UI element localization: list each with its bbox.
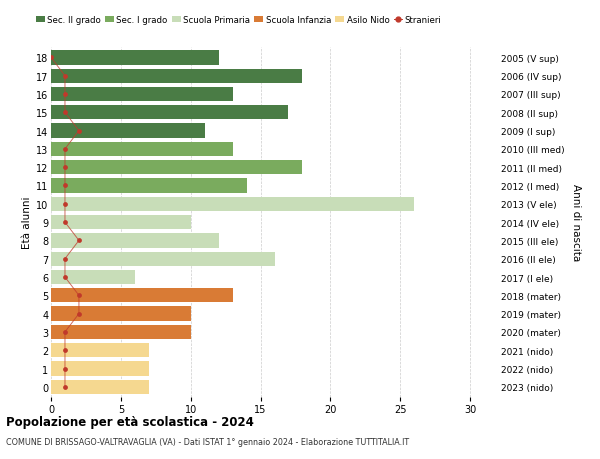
Point bbox=[74, 237, 84, 245]
Point bbox=[60, 347, 70, 354]
Point bbox=[74, 310, 84, 318]
Point bbox=[74, 292, 84, 299]
Bar bbox=[51, 106, 289, 120]
Bar bbox=[51, 124, 205, 139]
Point bbox=[60, 73, 70, 80]
Bar bbox=[51, 343, 149, 358]
Legend: Sec. II grado, Sec. I grado, Scuola Primaria, Scuola Infanzia, Asilo Nido, Stran: Sec. II grado, Sec. I grado, Scuola Prim… bbox=[32, 12, 445, 28]
Point bbox=[60, 365, 70, 372]
Point bbox=[60, 201, 70, 208]
Bar bbox=[51, 289, 233, 303]
Bar bbox=[51, 252, 275, 266]
Y-axis label: Età alunni: Età alunni bbox=[22, 196, 32, 249]
Bar bbox=[51, 307, 191, 321]
Bar bbox=[51, 88, 233, 102]
Point bbox=[60, 91, 70, 98]
Point bbox=[60, 219, 70, 226]
Point bbox=[60, 256, 70, 263]
Point bbox=[60, 146, 70, 153]
Bar bbox=[51, 215, 191, 230]
Bar bbox=[51, 161, 302, 175]
Point bbox=[60, 274, 70, 281]
Point bbox=[46, 55, 56, 62]
Y-axis label: Anni di nascita: Anni di nascita bbox=[571, 184, 581, 261]
Text: Popolazione per età scolastica - 2024: Popolazione per età scolastica - 2024 bbox=[6, 415, 254, 428]
Point bbox=[60, 383, 70, 391]
Point bbox=[74, 128, 84, 135]
Point bbox=[60, 329, 70, 336]
Bar bbox=[51, 51, 218, 65]
Bar bbox=[51, 362, 149, 376]
Text: COMUNE DI BRISSAGO-VALTRAVAGLIA (VA) - Dati ISTAT 1° gennaio 2024 - Elaborazione: COMUNE DI BRISSAGO-VALTRAVAGLIA (VA) - D… bbox=[6, 437, 409, 446]
Bar bbox=[51, 142, 233, 157]
Point bbox=[60, 182, 70, 190]
Bar bbox=[51, 197, 414, 212]
Bar bbox=[51, 270, 135, 285]
Bar bbox=[51, 380, 149, 394]
Point bbox=[60, 164, 70, 172]
Bar bbox=[51, 69, 302, 84]
Bar bbox=[51, 325, 191, 339]
Bar bbox=[51, 234, 218, 248]
Bar bbox=[51, 179, 247, 193]
Point bbox=[60, 109, 70, 117]
